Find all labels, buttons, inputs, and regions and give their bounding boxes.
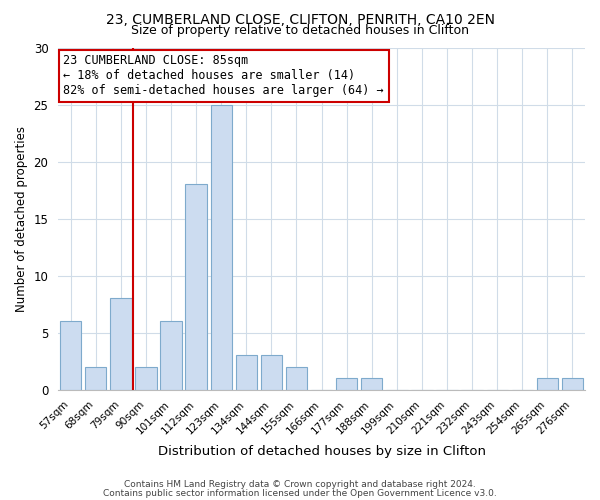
Bar	[286, 367, 307, 390]
Bar	[110, 298, 131, 390]
Bar	[336, 378, 358, 390]
Bar	[537, 378, 558, 390]
Bar	[85, 367, 106, 390]
Bar	[211, 104, 232, 390]
Text: Contains public sector information licensed under the Open Government Licence v3: Contains public sector information licen…	[103, 488, 497, 498]
X-axis label: Distribution of detached houses by size in Clifton: Distribution of detached houses by size …	[158, 444, 485, 458]
Bar	[562, 378, 583, 390]
Text: 23, CUMBERLAND CLOSE, CLIFTON, PENRITH, CA10 2EN: 23, CUMBERLAND CLOSE, CLIFTON, PENRITH, …	[106, 12, 494, 26]
Bar	[60, 321, 82, 390]
Text: Size of property relative to detached houses in Clifton: Size of property relative to detached ho…	[131, 24, 469, 37]
Bar	[135, 367, 157, 390]
Bar	[261, 356, 282, 390]
Bar	[185, 184, 207, 390]
Text: Contains HM Land Registry data © Crown copyright and database right 2024.: Contains HM Land Registry data © Crown c…	[124, 480, 476, 489]
Text: 23 CUMBERLAND CLOSE: 85sqm
← 18% of detached houses are smaller (14)
82% of semi: 23 CUMBERLAND CLOSE: 85sqm ← 18% of deta…	[64, 54, 384, 98]
Y-axis label: Number of detached properties: Number of detached properties	[15, 126, 28, 312]
Bar	[160, 321, 182, 390]
Bar	[361, 378, 382, 390]
Bar	[236, 356, 257, 390]
